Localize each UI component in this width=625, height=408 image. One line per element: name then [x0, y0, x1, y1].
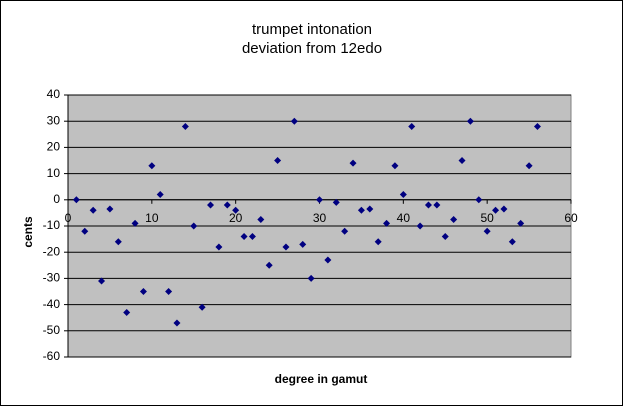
data-point: [106, 205, 114, 213]
y-tick-label: -40: [43, 297, 61, 311]
x-tick-label: 0: [65, 211, 72, 225]
data-point: [316, 196, 323, 204]
y-tick-label: 30: [47, 113, 61, 127]
chart-title: trumpet intonation: [252, 21, 372, 38]
data-point: [357, 206, 365, 214]
data-point: [424, 201, 432, 209]
y-tick-label: -50: [43, 323, 61, 337]
y-tick-label: -60: [43, 349, 61, 363]
data-point: [240, 232, 248, 240]
data-point: [517, 219, 525, 227]
data-point: [265, 261, 273, 269]
data-point: [366, 205, 374, 213]
x-axis-title: degree in gamut: [275, 372, 368, 386]
y-tick-label: -30: [43, 271, 61, 285]
data-point: [483, 227, 491, 235]
data-point: [332, 198, 340, 206]
data-point: [181, 122, 189, 130]
data-point: [165, 288, 173, 295]
data-point: [248, 232, 256, 240]
data-point: [232, 206, 240, 214]
y-tick-label: -20: [43, 244, 61, 258]
data-point: [433, 201, 441, 209]
data-point: [475, 196, 483, 204]
data-point: [349, 159, 357, 167]
data-point: [324, 256, 332, 264]
y-axis-title: cents: [21, 216, 35, 248]
data-point: [114, 238, 122, 246]
x-tick-label: 20: [229, 211, 243, 225]
data-point: [458, 157, 466, 164]
x-tick-label: 50: [480, 211, 494, 225]
data-point: [156, 191, 164, 199]
chart-subtitle: deviation from 12edo: [242, 40, 382, 57]
data-point: [257, 215, 265, 223]
data-point: [223, 201, 231, 209]
data-point: [408, 122, 416, 130]
data-point: [299, 240, 307, 248]
data-point: [307, 274, 315, 282]
data-point: [282, 243, 290, 251]
y-tick-label: 0: [53, 192, 60, 206]
data-point: [399, 191, 407, 199]
data-point: [525, 162, 533, 170]
y-tick-label: -10: [43, 218, 61, 232]
data-point: [207, 201, 215, 209]
data-point: [500, 205, 508, 213]
y-tick-label: 20: [47, 140, 61, 154]
data-point: [81, 227, 89, 235]
data-point: [466, 117, 474, 125]
data-point: [190, 222, 198, 230]
data-point: [450, 215, 458, 223]
data-point: [131, 219, 139, 227]
data-point: [173, 319, 181, 327]
data-point: [383, 219, 391, 227]
data-point: [374, 238, 382, 246]
data-point: [441, 232, 449, 240]
data-point: [533, 122, 541, 130]
data-point: [89, 206, 97, 214]
data-point: [198, 303, 206, 311]
data-point: [123, 308, 131, 316]
x-tick-label: 30: [313, 211, 327, 225]
y-tick-label: 40: [47, 87, 61, 101]
x-tick-label: 10: [145, 211, 159, 225]
data-point: [274, 157, 282, 164]
data-point: [341, 227, 349, 235]
x-tick-label: 40: [397, 211, 411, 225]
y-tick-label: 10: [47, 166, 61, 180]
data-point: [492, 206, 500, 214]
data-point: [139, 288, 147, 295]
data-point: [290, 117, 298, 125]
data-point: [416, 222, 424, 230]
data-point: [98, 277, 106, 285]
data-point: [148, 162, 156, 170]
data-point: [215, 243, 223, 251]
data-point: [391, 162, 399, 170]
data-point: [508, 238, 516, 246]
data-point: [72, 196, 80, 204]
x-tick-label: 60: [564, 211, 578, 225]
